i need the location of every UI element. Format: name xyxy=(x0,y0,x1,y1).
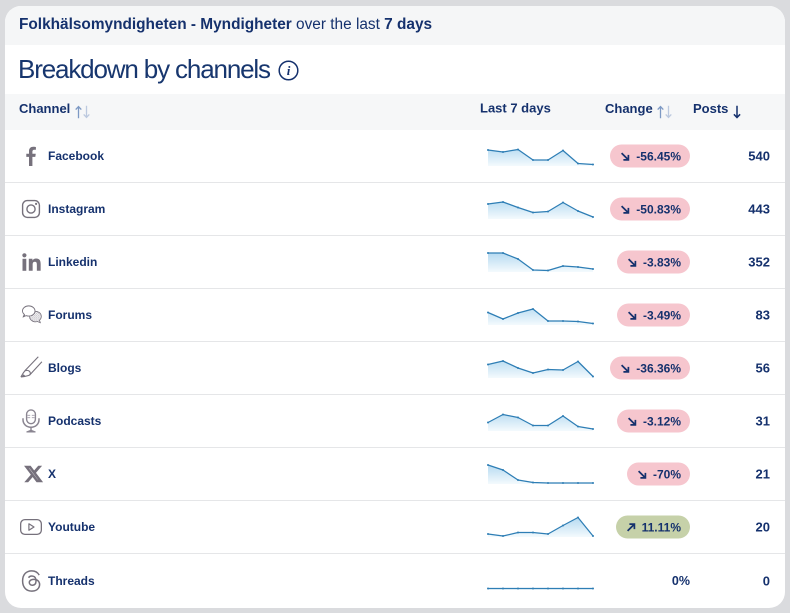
svg-text:i: i xyxy=(287,63,291,78)
